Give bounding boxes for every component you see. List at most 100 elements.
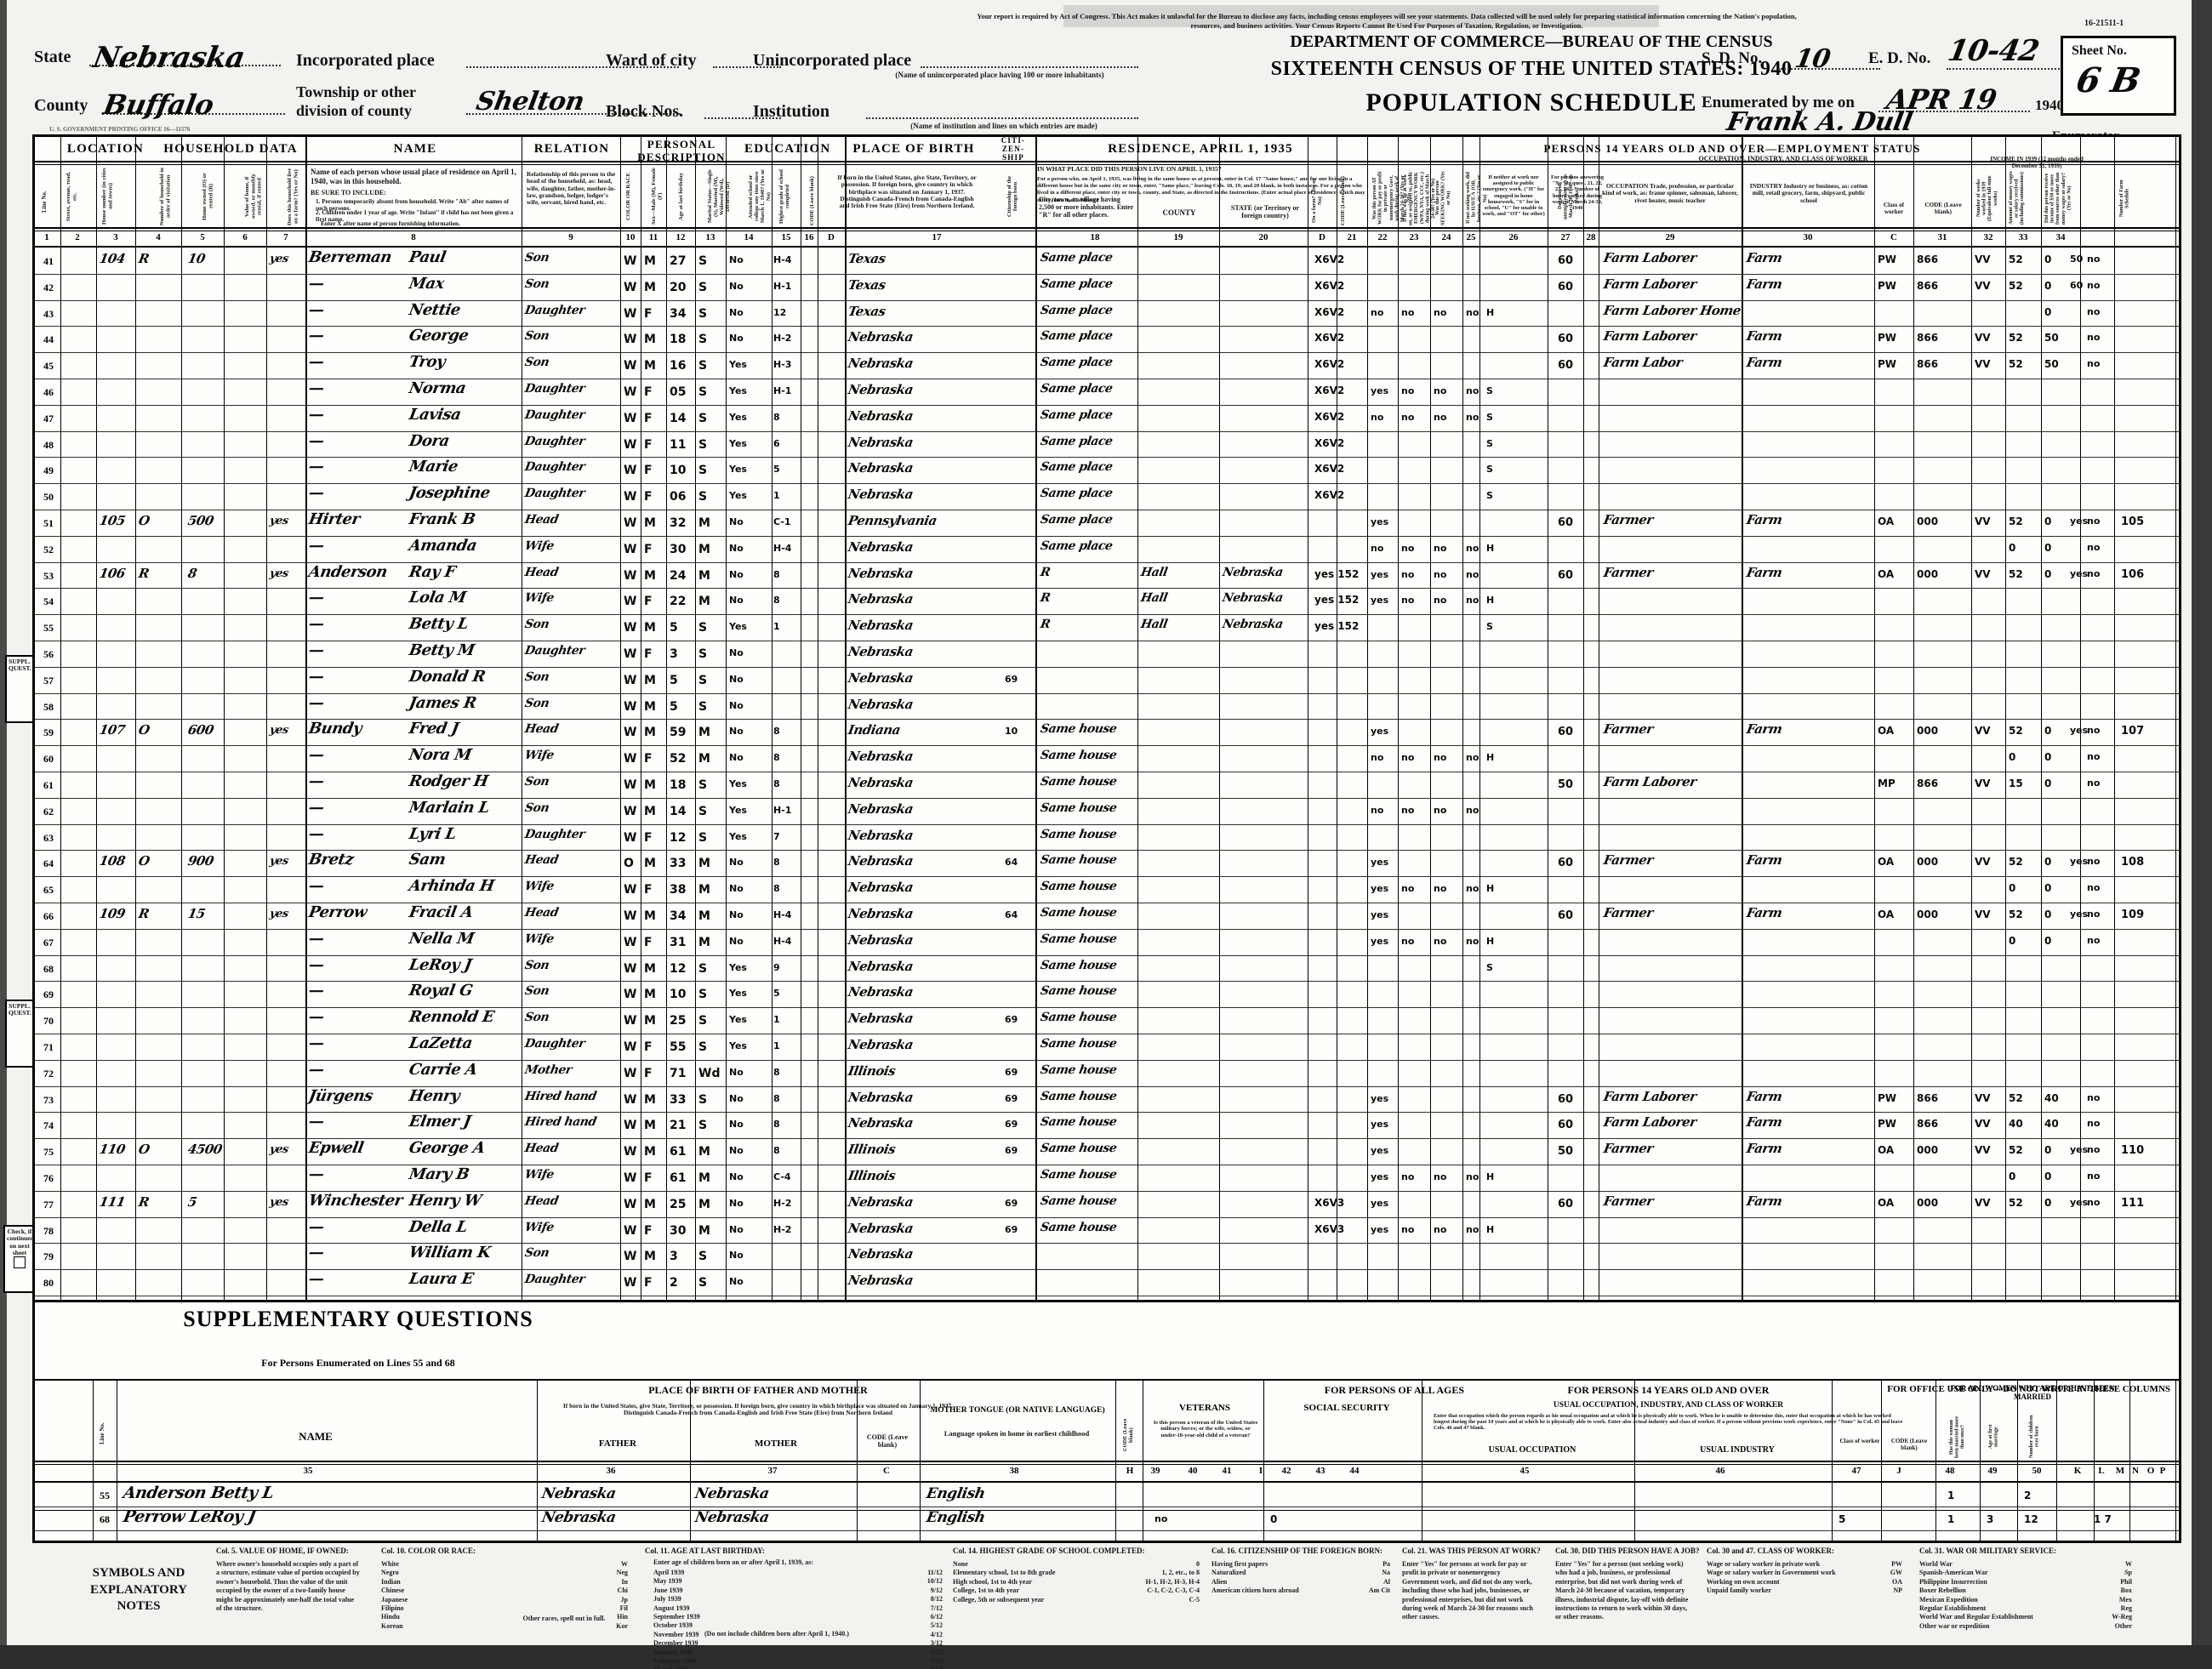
table-row[interactable]: 64 108 O 900 yes Bretz Sam Head O M 33 M No 8 Nebraska… <box>35 850 2179 876</box>
class-of-worker: PW <box>1878 279 1897 292</box>
table-row[interactable]: 51 105 O 500 yes Hirter Frank B Head W M 32 M No C-1 P… <box>35 510 2179 536</box>
sex: F <box>644 1066 653 1080</box>
col-separator-4 <box>181 137 182 1301</box>
at-work: yes <box>1371 1197 1389 1209</box>
income-other: 40 <box>2044 1091 2059 1104</box>
marital: S <box>698 359 708 373</box>
col11-age-item-code: 8/12 <box>930 1595 943 1603</box>
table-row[interactable]: 70 — Rennold E Son W M 25 S Yes 1 Nebraska 69 Same h… <box>35 1007 2179 1034</box>
relation: Wife <box>523 591 556 606</box>
table-row[interactable]: 62 — Marlain L Son W M 14 S Yes H-1 Nebraska Same h… <box>35 798 2179 824</box>
table-row[interactable]: 54 — Lola M Wife W F 22 M No 8 Nebraska R Hall Nebras… <box>35 588 2179 614</box>
supp-table-row[interactable]: 68 Perrow LeRoy J Nebraska Nebraska English n… <box>35 1507 2179 1530</box>
table-row[interactable]: 45 — Troy Son W M 16 S Yes H-3 Nebraska Same place X… <box>35 352 2179 379</box>
industry: Farm <box>1745 905 1783 920</box>
table-row[interactable]: 53 106 R 8 yes Anderson Ray F Head W M 24 M No 8 Nebra… <box>35 562 2179 589</box>
col10-race-item-label: Negro <box>381 1569 399 1577</box>
table-row[interactable]: 47 — Lavisa Daughter W F 14 S Yes 8 Nebraska Same p… <box>35 405 2179 431</box>
birthplace: Nebraska <box>847 1193 915 1210</box>
table-row[interactable]: 46 — Norma Daughter W F 05 S Yes H-1 Nebraska Same … <box>35 379 2179 405</box>
table-row[interactable]: 72 — Carrie A Mother W F 71 Wd No 8 Illinois 69 Same… <box>35 1060 2179 1086</box>
supp-social-security-group: SOCIAL SECURITY <box>1303 1403 1390 1413</box>
unincorporated-rule <box>921 66 1138 68</box>
table-row[interactable]: 56 — Betty M Daughter W F 3 S No Nebraska <box>35 641 2179 667</box>
table-row[interactable]: 44 — George Son W M 18 S No H-2 Nebraska Same place… <box>35 326 2179 352</box>
table-row[interactable]: 78 — Della L Wife W F 30 M No H-2 Nebraska 69 Same h… <box>35 1217 2179 1244</box>
table-row[interactable]: 61 — Rodger H Son W M 18 S Yes 8 Nebraska Same hous… <box>35 772 2179 798</box>
surname: — <box>307 431 326 450</box>
table-row[interactable]: 65 — Arhinda H Wife W F 38 M No 8 Nebraska Same hou… <box>35 876 2179 903</box>
col11-age-item: April 1939 11/12 <box>653 1569 943 1577</box>
surname: Epwell <box>307 1139 365 1158</box>
given-name: Carrie A <box>408 1060 479 1079</box>
line-number: 46 <box>43 386 54 398</box>
col31-service-item-code: Mex <box>2118 1595 2132 1603</box>
race: W <box>624 1066 637 1080</box>
table-row[interactable]: 52 — Amanda Wife W F 30 M No H-4 Nebraska Same plac… <box>35 536 2179 562</box>
column-number-10: 10 <box>625 232 636 242</box>
occ-code-hdr: CODE (Leave blank) <box>1924 202 1962 216</box>
table-row[interactable]: 43 — Nettie Daughter W F 34 S No 12 Texas Same plac… <box>35 300 2179 327</box>
table-row[interactable]: 49 — Marie Daughter W F 10 S Yes 5 Nebraska Same pl… <box>35 457 2179 483</box>
col31-service-item-label: World War and Regular Establishment <box>1919 1613 2033 1621</box>
county-label: County <box>34 96 88 115</box>
table-row[interactable]: 50 — Josephine Daughter W F 06 S Yes 1 Nebraska Sam… <box>35 483 2179 510</box>
table-row[interactable]: 57 — Donald R Son W M 5 S No Nebraska 69 <box>35 667 2179 693</box>
table-row[interactable]: 80 — Laura E Daughter W F 2 S No Nebraska <box>35 1269 2179 1296</box>
table-row[interactable]: 60 — Nora M Wife W F 52 M No 8 Nebraska Same house n… <box>35 745 2179 772</box>
industry: Farm <box>1745 512 1783 527</box>
relation: Son <box>523 1246 550 1261</box>
table-row[interactable]: 74 — Elmer J Hired hand W M 21 S No 8 Nebraska 69 Sa… <box>35 1112 2179 1138</box>
table-row[interactable]: 63 — Lyri L Daughter W F 12 S Yes 7 Nebraska Same h… <box>35 824 2179 851</box>
col31-service-item-code: Phil <box>2120 1577 2132 1586</box>
residence-city: Same place <box>1039 303 1114 317</box>
res-code-hdr: CODE (Leave blank) <box>1340 176 1346 225</box>
weeks-code: VV <box>1975 279 1991 292</box>
check-box-stub[interactable]: Check, if continued on next sheet <box>3 1225 36 1293</box>
table-row[interactable]: 55 — Betty L Son W M 5 S Yes 1 Nebraska R Hall Nebras… <box>35 614 2179 641</box>
table-row[interactable]: 59 107 O 600 yes Bundy Fred J Head W M 59 M No 8 India… <box>35 719 2179 745</box>
table-row[interactable]: 67 — Nella M Wife W F 31 M No H-4 Nebraska Same hou… <box>35 929 2179 955</box>
column-number-11: 11 <box>648 232 658 242</box>
table-row[interactable]: 79 — William K Son W M 3 S No Nebraska <box>35 1243 2179 1269</box>
age: 25 <box>670 1014 687 1028</box>
table-row[interactable]: 71 — LaZetta Daughter W F 55 S Yes 1 Nebraska Same … <box>35 1034 2179 1060</box>
table-row[interactable]: 68 — LeRoy J Son W M 12 S Yes 9 Nebraska Same house… <box>35 955 2179 982</box>
table-row[interactable]: 66 109 R 15 yes Perrow Fracil A Head W M 34 M No H-4 N… <box>35 903 2179 929</box>
attended-school: No <box>729 542 744 554</box>
table-row[interactable]: 58 — James R Son W M 5 S No Nebraska <box>35 693 2179 720</box>
sex: M <box>644 857 656 871</box>
table-row[interactable]: 69 — Royal G Son W M 10 S Yes 5 Nebraska Same house <box>35 981 2179 1007</box>
sex: M <box>644 254 656 268</box>
race: W <box>624 359 637 373</box>
relation: Wife <box>523 538 556 553</box>
supp-language: English <box>925 1485 987 1502</box>
race: W <box>624 699 637 714</box>
given-name: Josephine <box>408 484 492 503</box>
table-row[interactable]: 48 — Dora Daughter W F 11 S Yes 6 Nebraska Same pla… <box>35 431 2179 458</box>
col10-race-item-code: In <box>621 1577 628 1586</box>
seeking-work-hdr: Was this person SEEKING WORK? (Yes or No… <box>1435 171 1452 225</box>
supp-father-birthplace: Nebraska <box>540 1509 618 1526</box>
table-row[interactable]: 41 104 R 10 yes Berreman Paul Son W M 27 S No H-4 Texa… <box>35 248 2179 274</box>
line-number: 69 <box>43 988 54 1001</box>
residence-city: R <box>1039 591 1052 606</box>
residence-city: Same house <box>1039 1193 1118 1208</box>
sd-no-value: 10 <box>1792 44 1833 74</box>
table-row[interactable]: 77 111 R 5 yes Winchester Henry W Head W M 25 M No H-… <box>35 1191 2179 1217</box>
table-row[interactable]: 73 Jürgens Henry Hired hand W M 33 S No 8 Nebraska… <box>35 1086 2179 1113</box>
col-separator-34 <box>1971 137 1972 1301</box>
col11-age-item-code: 2/12 <box>930 1648 943 1656</box>
marital: M <box>698 568 710 583</box>
given-name: Nella M <box>408 929 476 948</box>
citizenship: 64 <box>1005 909 1018 920</box>
table-row[interactable]: 75 110 O 4500 yes Epwell George A Head W M 61 M No 8 I… <box>35 1138 2179 1165</box>
income-yes: yes <box>2070 856 2089 868</box>
table-row[interactable]: 76 — Mary B Wife W F 61 M No C-4 Illinois Same hous… <box>35 1165 2179 1191</box>
neither-code: H <box>1486 595 1495 607</box>
neither-code: S <box>1486 961 1493 973</box>
marital: M <box>698 1197 710 1211</box>
supp-table-row[interactable]: 55 Anderson Betty L Nebraska Nebraska Englis… <box>35 1483 2179 1507</box>
age: 10 <box>670 988 687 1002</box>
table-row[interactable]: 42 — Max Son W M 20 S No H-1 Texas Same place X6V2 60… <box>35 274 2179 300</box>
